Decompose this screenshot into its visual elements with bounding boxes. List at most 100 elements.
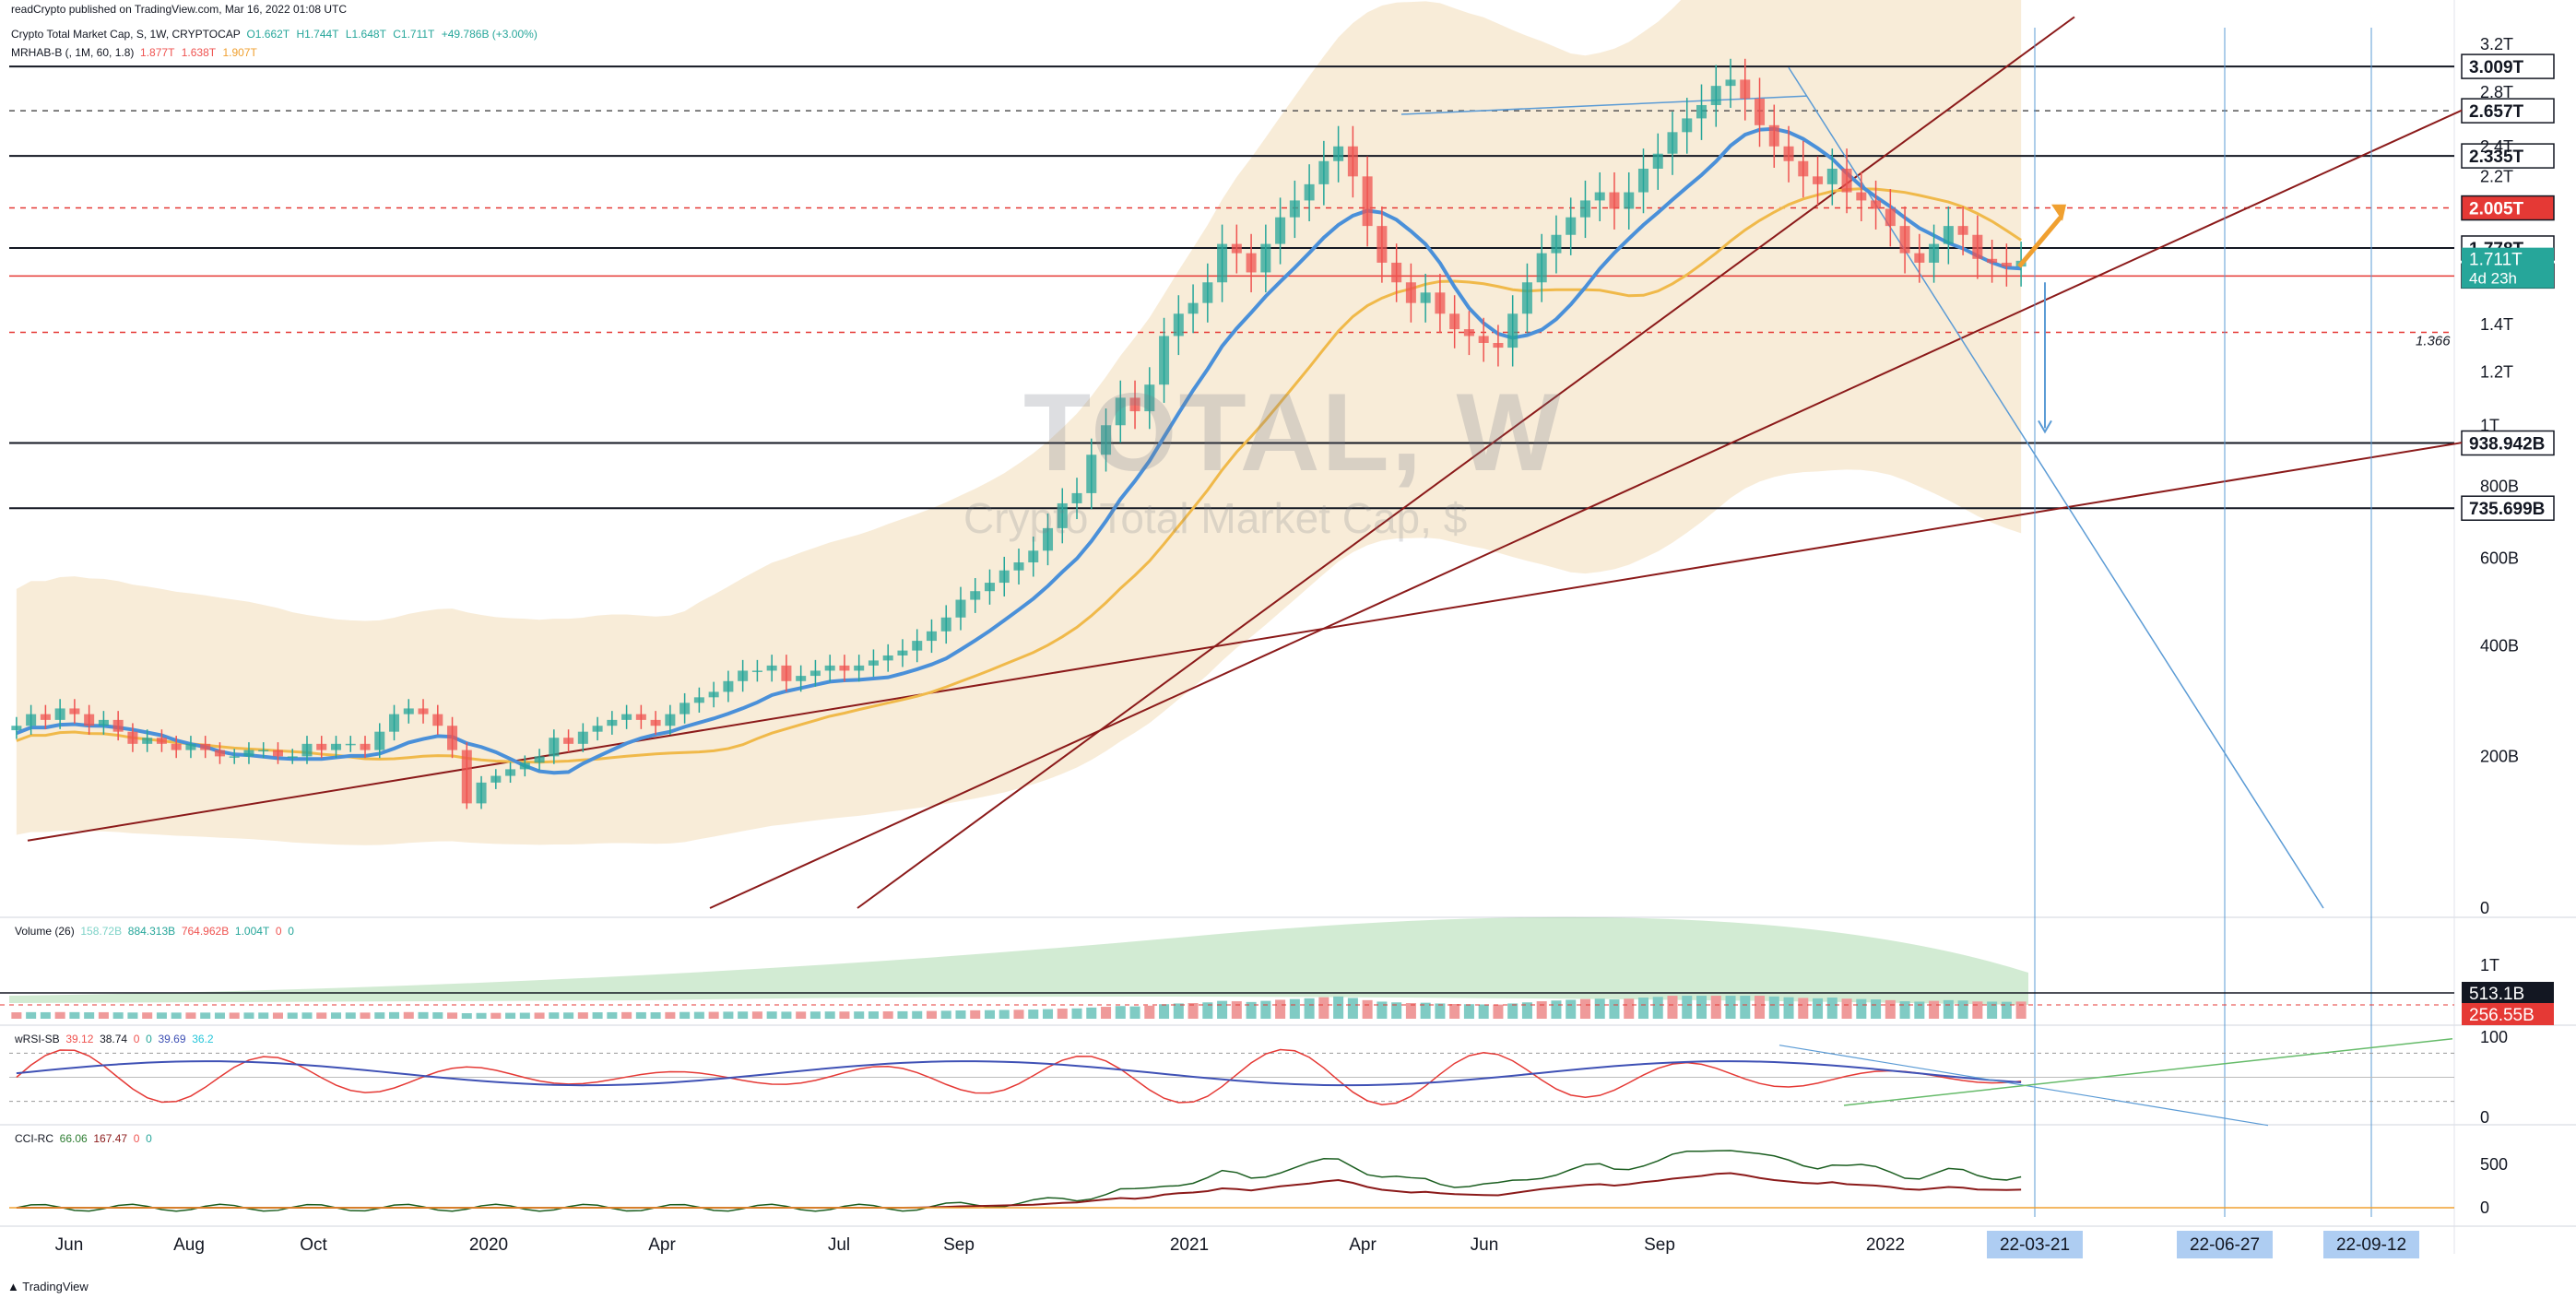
candle-body: [142, 738, 153, 744]
date-marker-tag: [1987, 1231, 2083, 1258]
volume-bar: [607, 1011, 618, 1019]
volume-bar: [1086, 1007, 1097, 1019]
price-level-tag: 3.009T: [2461, 53, 2555, 79]
candle-body: [1449, 313, 1460, 330]
volume-bar: [1783, 997, 1794, 1019]
current-price-tag: [2462, 247, 2554, 289]
volume-bar: [1013, 1010, 1024, 1019]
volume-bar: [200, 1012, 211, 1019]
cci-line: [16, 1150, 2022, 1212]
candle-body: [84, 714, 95, 726]
wrsi-v2: 38.74: [100, 1033, 128, 1045]
x-axis-label: 2021: [1170, 1235, 1209, 1255]
cci-title[interactable]: CCI-RC: [15, 1132, 53, 1145]
volume-v5: 0: [275, 925, 282, 938]
symbol-name[interactable]: Crypto Total Market Cap, S, 1W, CRYPTOCA…: [11, 28, 241, 41]
volume-bar: [1129, 1006, 1140, 1019]
x-axis-label: 2020: [469, 1235, 508, 1255]
candle-body: [1768, 124, 1779, 147]
volume-bar: [1521, 1002, 1532, 1019]
candle-body: [1129, 397, 1140, 412]
volume-bar: [738, 1011, 749, 1019]
candle-body: [1987, 258, 1998, 263]
cci-v3: 0: [133, 1132, 140, 1145]
ema-fast-line: [16, 126, 2022, 775]
volume-bar: [1914, 1001, 1925, 1019]
volume-bar: [592, 1012, 603, 1019]
price-level-tag-bg: [2461, 98, 2555, 124]
candle-body: [345, 743, 356, 746]
wrsi-title[interactable]: wRSI-SB: [15, 1033, 60, 1045]
volume-bar: [1493, 1004, 1504, 1019]
volume-bar: [1391, 1002, 1402, 1019]
candle-body: [1420, 292, 1431, 303]
candle-body: [1667, 132, 1678, 154]
candle-body: [592, 726, 603, 732]
candle-body: [156, 738, 167, 744]
candle-body: [1057, 502, 1068, 528]
candle-body: [1841, 168, 1852, 193]
tradingview-logo[interactable]: ▲ TradingView: [7, 1280, 89, 1293]
volume-bar: [1304, 998, 1315, 1019]
y-axis-label: 2.4T: [2480, 137, 2513, 156]
candle-body: [1246, 253, 1257, 273]
price-level-tag-bg: [2461, 195, 2555, 221]
wrsi-header: wRSI-SB 39.12 38.74 0 0 39.69 36.2: [15, 1033, 214, 1045]
candle-body: [781, 665, 792, 681]
volume-bar: [1101, 1007, 1112, 1019]
candle-body: [2001, 262, 2012, 267]
volume-level-tag: [2462, 1003, 2554, 1025]
volume-bar: [1318, 997, 1329, 1019]
trendline-top: [1400, 95, 1808, 115]
x-axis-label: Oct: [300, 1235, 327, 1255]
candle-body: [635, 714, 646, 720]
x-axis-label: Sep: [943, 1235, 975, 1255]
price-level-tag-bg: [2461, 495, 2555, 521]
x-axis-label: Aug: [173, 1235, 205, 1255]
volume-bar: [272, 1012, 283, 1019]
candle-body: [984, 583, 996, 592]
volume-bar: [316, 1012, 327, 1019]
candle-body: [1798, 160, 1809, 177]
wrsi-signal-line: [16, 1060, 2022, 1087]
volume-bar: [1435, 1003, 1446, 1019]
candle-body: [1914, 253, 1925, 263]
volume-title[interactable]: Volume (26): [15, 925, 75, 938]
candle-body: [301, 743, 313, 757]
candle-body: [1042, 527, 1054, 551]
volume-bar: [1159, 1004, 1170, 1019]
candle-body: [1405, 282, 1416, 303]
indicator-value-2: 1.638T: [181, 46, 217, 59]
volume-bar: [1566, 999, 1577, 1019]
x-axis-label: Jun: [55, 1235, 84, 1255]
candle-body: [854, 665, 865, 671]
candle-body: [563, 738, 574, 744]
candle-body: [1551, 234, 1562, 254]
indicator-name[interactable]: MRHAB-B (, 1M, 60, 1.8): [11, 46, 135, 59]
open-value: O1.662T: [246, 28, 290, 41]
candle-body: [1609, 192, 1620, 209]
price-level-tag-text: 2.657T: [2469, 102, 2524, 122]
price-level-tag: 2.005T: [2461, 195, 2555, 221]
candle-body: [868, 660, 879, 666]
volume-bar: [2001, 1001, 2012, 1019]
candle-body: [766, 665, 777, 671]
wrsi-v3: 0: [133, 1033, 140, 1045]
cci-v2: 167.47: [93, 1132, 128, 1145]
candle-body: [447, 726, 458, 750]
change-value: +49.786B (+3.00%): [441, 28, 538, 41]
volume-bar: [345, 1012, 356, 1019]
volume-bar: [1710, 996, 1721, 1019]
volume-bar: [2015, 1001, 2027, 1019]
candle-body: [316, 743, 327, 750]
candle-body: [1507, 313, 1518, 348]
volume-bar: [534, 1012, 545, 1019]
volume-v1: 158.72B: [80, 925, 123, 938]
y-axis-label: 600B: [2480, 549, 2519, 568]
candle-body: [1188, 302, 1199, 314]
candle-body: [1347, 146, 1358, 177]
candle-body: [912, 641, 923, 651]
volume-level-text: 256.55B: [2469, 1006, 2535, 1025]
volume-bar: [84, 1012, 95, 1019]
